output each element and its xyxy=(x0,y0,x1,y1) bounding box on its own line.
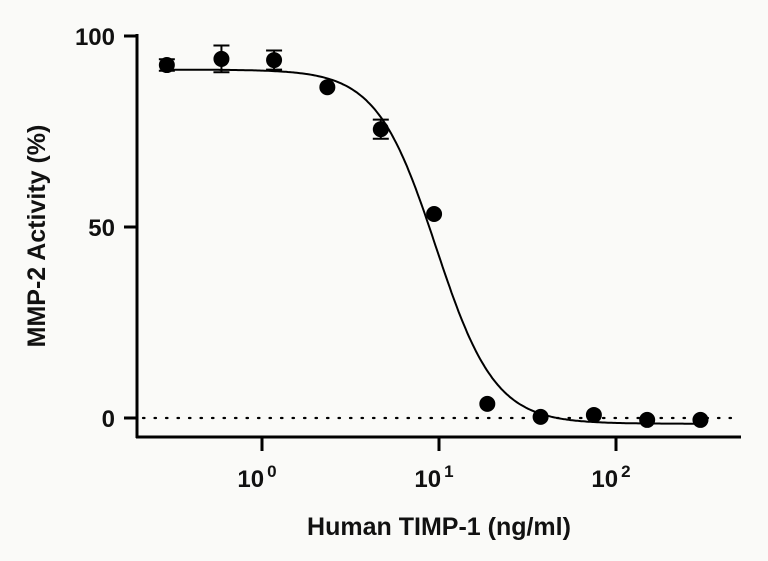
data-point xyxy=(426,206,443,223)
x-tick-label: 10 0 xyxy=(237,462,276,493)
data-point xyxy=(266,52,283,69)
x-tick-label: 10 2 xyxy=(591,462,630,493)
x-tick-label: 10 1 xyxy=(414,462,453,493)
data-point xyxy=(692,411,709,428)
data-point xyxy=(372,121,389,138)
y-tick-label: 0 xyxy=(102,406,115,433)
data-point xyxy=(319,79,336,96)
data-point xyxy=(213,50,230,67)
data-point xyxy=(585,406,602,423)
fit-curve xyxy=(166,68,701,425)
y-tick-label: 50 xyxy=(88,215,115,242)
y-tick-label: 100 xyxy=(75,24,115,51)
x-axis-label: Human TIMP-1 (ng/ml) xyxy=(307,513,571,541)
data-point xyxy=(158,57,175,74)
data-point xyxy=(532,408,549,425)
data-point xyxy=(479,395,496,412)
data-point xyxy=(639,411,656,428)
y-axis-label: MMP-2 Activity (%) xyxy=(23,125,51,348)
